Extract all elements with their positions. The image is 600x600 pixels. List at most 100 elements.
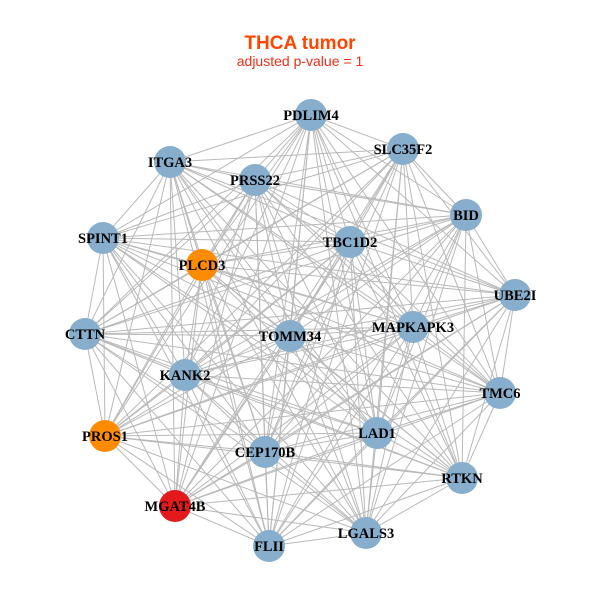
node-label-FLII: FLII xyxy=(254,539,284,555)
node-label-PROS1: PROS1 xyxy=(82,429,128,445)
node-TBC1D2 xyxy=(334,226,366,258)
edge-SLC35F2-RTKN xyxy=(402,148,463,479)
edge-PRSS22-TOMM34 xyxy=(254,179,291,337)
edge-PDLIM4-ITGA3 xyxy=(169,114,312,163)
edge-KANK2-PROS1 xyxy=(104,374,186,437)
node-label-UBE2I: UBE2I xyxy=(494,288,537,304)
edge-MAPKAPK3-PROS1 xyxy=(104,326,414,437)
edge-SPINT1-UBE2I xyxy=(102,237,516,296)
edge-PDLIM4-LAD1 xyxy=(310,114,378,434)
edge-LAD1-LGALS3 xyxy=(365,432,378,534)
edge-PRSS22-BID xyxy=(254,179,467,216)
node-label-MGAT4B: MGAT4B xyxy=(145,499,206,515)
node-MGAT4B xyxy=(159,490,191,522)
edge-MAPKAPK3-MGAT4B xyxy=(174,326,414,507)
edge-UBE2I-CTTN xyxy=(84,294,516,335)
node-labels: PDLIM4 SLC35F2 ITGA3 PRSS22 BID SPINT1 TBC1D2 P… xyxy=(65,108,537,555)
edge-PROS1-MGAT4B xyxy=(104,435,176,507)
edge-TBC1D2-CTTN xyxy=(84,241,351,335)
edge-PLCD3-KANK2 xyxy=(184,264,203,376)
edge-ITGA3-BID xyxy=(169,161,467,216)
edge-SPINT1-KANK2 xyxy=(102,237,186,376)
node-label-LGALS3: LGALS3 xyxy=(338,526,394,542)
edge-SLC35F2-ITGA3 xyxy=(169,148,404,163)
edge-CTTN-LAD1 xyxy=(84,333,378,434)
node-label-RTKN: RTKN xyxy=(441,471,483,487)
node-FLII xyxy=(253,530,285,562)
edge-CTTN-FLII xyxy=(84,333,270,547)
edge-KANK2-TMC6 xyxy=(184,374,501,394)
node-ITGA3 xyxy=(154,146,186,178)
node-LAD1 xyxy=(361,417,393,449)
edge-PRSS22-TMC6 xyxy=(254,179,501,394)
node-PRSS22 xyxy=(239,164,271,196)
node-label-ITGA3: ITGA3 xyxy=(148,155,192,171)
edge-PDLIM4-TBC1D2 xyxy=(310,114,351,243)
edge-RTKN-FLII xyxy=(268,477,463,547)
edge-MGAT4B-FLII xyxy=(174,505,270,547)
node-label-PRSS22: PRSS22 xyxy=(230,173,280,189)
edge-SLC35F2-LGALS3 xyxy=(365,148,404,534)
node-KANK2 xyxy=(169,359,201,391)
edge-TOMM34-FLII xyxy=(268,335,291,547)
node-SLC35F2 xyxy=(387,133,419,165)
edge-PDLIM4-BID xyxy=(310,114,467,216)
node-UBE2I xyxy=(499,279,531,311)
edge-PRSS22-MGAT4B xyxy=(174,179,256,507)
edge-TBC1D2-UBE2I xyxy=(349,241,516,296)
edge-TMC6-MGAT4B xyxy=(174,392,501,507)
edge-ITGA3-FLII xyxy=(169,161,270,547)
edge-LAD1-FLII xyxy=(268,432,378,547)
edge-PRSS22-SPINT1 xyxy=(102,179,256,239)
edge-KANK2-LAD1 xyxy=(184,374,378,434)
edge-UBE2I-KANK2 xyxy=(184,294,516,376)
edge-SPINT1-CTTN xyxy=(84,237,104,335)
edge-ITGA3-RTKN xyxy=(169,161,463,479)
node-label-KANK2: KANK2 xyxy=(160,368,211,384)
edge-ITGA3-MAPKAPK3 xyxy=(169,161,414,328)
node-label-TMC6: TMC6 xyxy=(479,386,520,402)
edge-PLCD3-CTTN xyxy=(84,264,203,335)
edge-CTTN-RTKN xyxy=(84,333,463,479)
node-BID xyxy=(450,199,482,231)
edge-SLC35F2-MAPKAPK3 xyxy=(402,148,414,328)
edge-RTKN-MGAT4B xyxy=(174,477,463,507)
edge-PLCD3-CEP170B xyxy=(201,264,266,453)
edge-CTTN-TOMM34 xyxy=(84,333,291,337)
node-label-CEP170B: CEP170B xyxy=(235,445,296,461)
edge-SPINT1-LGALS3 xyxy=(102,237,367,534)
node-PROS1 xyxy=(89,420,121,452)
edge-BID-TBC1D2 xyxy=(349,214,467,243)
edge-PROS1-FLII xyxy=(104,435,270,547)
edge-TOMM34-KANK2 xyxy=(184,335,291,376)
edge-TBC1D2-LGALS3 xyxy=(349,241,367,534)
edge-RTKN-LGALS3 xyxy=(365,477,463,534)
edge-TBC1D2-MAPKAPK3 xyxy=(349,241,414,328)
edge-ITGA3-MGAT4B xyxy=(169,161,176,507)
edge-PDLIM4-RTKN xyxy=(310,114,463,479)
edge-CEP170B-MGAT4B xyxy=(174,451,266,507)
edge-TOMM34-MAPKAPK3 xyxy=(289,326,414,337)
edge-TMC6-PROS1 xyxy=(104,392,501,437)
plot-title: THCA tumor xyxy=(244,33,356,54)
edge-MAPKAPK3-RTKN xyxy=(412,326,463,479)
edge-PRSS22-UBE2I xyxy=(254,179,516,296)
edge-PRSS22-TBC1D2 xyxy=(254,179,351,243)
edge-PRSS22-PROS1 xyxy=(104,179,256,437)
edge-TOMM34-LAD1 xyxy=(289,335,378,434)
edge-PROS1-RTKN xyxy=(104,435,463,479)
node-LGALS3 xyxy=(350,517,382,549)
node-label-LAD1: LAD1 xyxy=(358,426,396,442)
node-PDLIM4 xyxy=(295,99,327,131)
edge-ITGA3-KANK2 xyxy=(169,161,186,376)
edge-BID-PLCD3 xyxy=(201,214,467,266)
edge-SPINT1-RTKN xyxy=(102,237,463,479)
edge-SPINT1-TBC1D2 xyxy=(102,237,351,243)
node-label-MAPKAPK3: MAPKAPK3 xyxy=(372,320,454,336)
node-CTTN xyxy=(69,318,101,350)
edge-MAPKAPK3-LAD1 xyxy=(376,326,414,434)
node-label-SLC35F2: SLC35F2 xyxy=(374,142,433,158)
edge-PROS1-LAD1 xyxy=(104,432,378,437)
